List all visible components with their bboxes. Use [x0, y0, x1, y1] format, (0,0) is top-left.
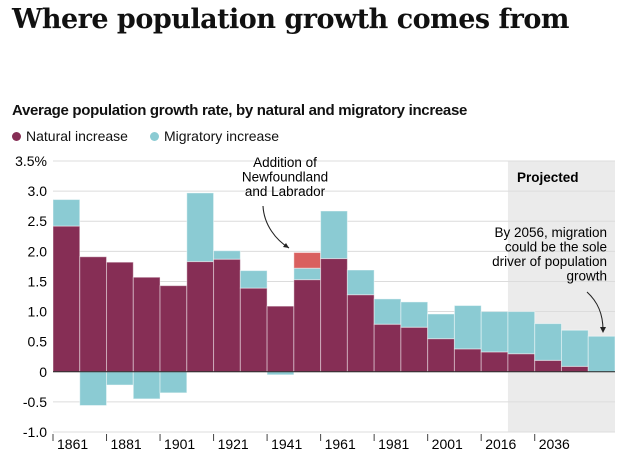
annotation-arrow-migration [586, 291, 604, 331]
bar-natural [266, 305, 295, 373]
bar-natural [239, 287, 268, 373]
bar-migratory [132, 371, 161, 400]
y-tick-label: 1.0 [28, 304, 48, 320]
bar-newfoundland [293, 252, 322, 269]
bar-migratory [213, 250, 241, 260]
legend-item-natural: Natural increase [12, 128, 128, 144]
bar-migratory [52, 199, 81, 227]
bar-natural [427, 338, 455, 373]
bar-migratory [79, 371, 108, 407]
y-tick-label: 3.5% [15, 153, 47, 169]
x-tick-label: 2001 [432, 436, 463, 452]
bar-migratory [320, 210, 348, 260]
bar-natural [79, 256, 108, 373]
annotation-newfoundland-line: and Labrador [245, 184, 326, 199]
annotation-newfoundland-line: Newfoundland [242, 170, 328, 185]
bar-natural [106, 261, 134, 373]
bar-natural [159, 285, 188, 373]
annotation-migration-line: could be the sole [505, 240, 607, 255]
x-tick-label: 2016 [485, 436, 516, 452]
bar-natural [507, 353, 536, 373]
y-tick-label: 2.0 [28, 243, 48, 259]
bar-natural [560, 365, 589, 373]
bar-natural [373, 323, 402, 373]
bar-natural [400, 326, 429, 373]
legend-label-natural: Natural increase [26, 128, 128, 144]
annotation-arrow-newfoundland [262, 205, 290, 249]
bar-migratory [400, 301, 429, 328]
y-tick-label: 2.5 [28, 213, 48, 229]
bar-natural [320, 258, 348, 373]
annotation-migration-line: driver of population [492, 254, 607, 269]
bar-migratory [106, 371, 134, 386]
annotation-newfoundland-line: Addition of [253, 155, 317, 170]
projected-label: Projected [517, 170, 579, 185]
y-tick-label: -0.5 [23, 394, 47, 410]
bar-migratory [239, 270, 268, 289]
bar-natural [293, 279, 322, 373]
bar-migratory [159, 371, 188, 394]
legend-label-migratory: Migratory increase [163, 128, 280, 144]
x-tick-label: 1961 [325, 436, 356, 452]
arrowhead-icon [600, 327, 606, 333]
y-tick-label: -1.0 [23, 424, 47, 440]
bar-natural [213, 258, 241, 373]
bar-natural [453, 348, 482, 373]
bar-natural [346, 294, 375, 373]
legend-swatch-natural [12, 131, 21, 141]
bar-migratory [480, 311, 509, 353]
x-tick-label: 1901 [164, 436, 195, 452]
bar-migratory [587, 335, 616, 373]
arrowhead-icon [283, 243, 289, 248]
bar-migratory [534, 323, 562, 361]
y-tick-label: 0.5 [28, 334, 48, 350]
x-tick-label: 1921 [218, 436, 249, 452]
legend-item-migratory: Migratory increase [149, 128, 280, 144]
y-tick-label: 3.0 [28, 183, 48, 199]
legend: Natural increase Migratory increase [12, 128, 279, 144]
bar-natural [52, 225, 81, 373]
projected-band [507, 161, 615, 432]
bar-migratory [427, 313, 455, 340]
x-tick-label: 2036 [539, 436, 570, 452]
x-tick-label: 1861 [57, 436, 88, 452]
annotation-migration-line: growth [566, 269, 607, 284]
annotation-migration-line: By 2056, migration [494, 225, 607, 240]
bar-natural [186, 261, 215, 373]
bar-migratory [507, 311, 536, 355]
x-tick-label: 1981 [378, 436, 409, 452]
bar-migratory [293, 267, 322, 281]
x-tick-label: 1941 [271, 436, 302, 452]
y-tick-label: 0 [39, 364, 47, 380]
bar-natural [480, 351, 509, 373]
legend-swatch-migratory [149, 131, 159, 141]
bar-natural [534, 359, 562, 373]
bar-migratory [346, 269, 375, 296]
bar-migratory [373, 298, 402, 325]
bar-migratory [186, 192, 215, 263]
bar-migratory [560, 329, 589, 367]
y-tick-label: 1.5 [28, 273, 48, 289]
x-tick-label: 1881 [111, 436, 142, 452]
bar-migratory [453, 305, 482, 350]
chart-subtitle: Average population growth rate, by natur… [12, 102, 468, 119]
bar-natural [132, 276, 161, 373]
chart-title: Where population growth comes from [12, 4, 569, 35]
